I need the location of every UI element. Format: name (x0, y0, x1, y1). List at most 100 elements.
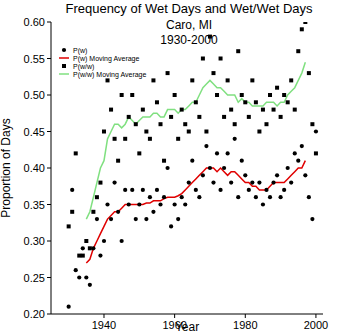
x-tick (245, 314, 246, 318)
data-point (180, 108, 184, 112)
x-axis (51, 314, 323, 315)
legend-label: P(w/w) (73, 63, 94, 71)
data-point (247, 188, 251, 192)
y-tick-label: 0.55 (24, 53, 45, 65)
data-point (187, 181, 191, 185)
data-point (264, 188, 268, 192)
x-tick-label: 1940 (92, 319, 116, 331)
data-point (204, 130, 208, 134)
legend-swatch (59, 57, 69, 59)
data-point (144, 217, 148, 221)
chart: Frequency of Wet Days and Wet/Wet DaysCa… (0, 0, 350, 334)
data-point (155, 100, 159, 104)
data-point (314, 129, 318, 133)
data-point (219, 57, 223, 61)
x-tick-label: 2000 (304, 319, 328, 331)
data-point (109, 108, 113, 112)
data-point (236, 49, 240, 53)
y-tick (47, 95, 51, 96)
data-point (137, 151, 141, 155)
y-tick (47, 241, 51, 242)
data-point (211, 181, 215, 185)
data-point (243, 173, 247, 177)
data-point (194, 188, 198, 192)
data-point (240, 93, 244, 97)
data-point (116, 210, 120, 214)
legend-label: P(w) Moving Average (73, 55, 140, 63)
data-point (261, 108, 265, 112)
data-point (296, 49, 300, 53)
data-point (162, 159, 166, 163)
data-point (254, 100, 258, 104)
data-point (166, 71, 170, 75)
data-point (257, 130, 261, 134)
data-point (88, 283, 92, 287)
y-tick-label: 0.25 (24, 272, 45, 284)
y-tick-label: 0.40 (24, 162, 45, 174)
data-point (254, 195, 258, 199)
data-point (257, 181, 261, 185)
data-point (310, 217, 314, 221)
data-point (112, 181, 116, 185)
data-point (130, 188, 134, 192)
data-point (229, 108, 233, 112)
data-point (109, 217, 113, 221)
data-point (271, 181, 275, 185)
data-point (120, 93, 124, 97)
subtitle: 1930-2000 (160, 33, 218, 47)
data-point (190, 159, 194, 163)
data-point (190, 78, 194, 82)
data-point (286, 166, 290, 170)
data-point (314, 151, 318, 155)
data-point (229, 181, 233, 185)
legend-swatch (62, 64, 66, 68)
data-point (272, 108, 276, 112)
data-point (134, 122, 138, 126)
legend: P(w)P(w) Moving AverageP(w/w)P(w/w) Movi… (59, 47, 147, 79)
data-point (261, 202, 265, 206)
data-point (303, 173, 307, 177)
data-point (67, 224, 71, 228)
data-point (208, 35, 212, 39)
data-point (310, 122, 314, 126)
data-point (197, 115, 201, 119)
data-point (84, 239, 88, 243)
y-tick (47, 22, 51, 23)
y-tick (47, 277, 51, 278)
data-point (303, 22, 307, 24)
data-point (158, 202, 162, 206)
data-point (123, 137, 127, 141)
y-tick (47, 131, 51, 132)
y-tick-label: 0.50 (24, 89, 45, 101)
data-point (84, 275, 88, 279)
data-point (113, 137, 117, 141)
data-point (134, 217, 138, 221)
y-tick (47, 168, 51, 169)
data-point (77, 275, 81, 279)
data-point (293, 151, 297, 155)
y-tick-label: 0.30 (24, 235, 45, 247)
data-point (159, 122, 163, 126)
data-point (95, 195, 99, 199)
data-point (74, 151, 78, 155)
data-point (247, 115, 251, 119)
data-point (201, 173, 205, 177)
data-point (300, 27, 304, 31)
y-tick-label: 0.20 (24, 308, 45, 320)
data-point (208, 166, 212, 170)
y-tick (47, 58, 51, 59)
x-tick (174, 314, 175, 318)
data-point (226, 151, 230, 155)
data-point (165, 166, 169, 170)
data-point (151, 210, 155, 214)
legend-swatch (59, 73, 69, 75)
data-point (141, 188, 145, 192)
data-point (148, 195, 152, 199)
data-point (293, 108, 297, 112)
y-tick-label: 0.45 (24, 126, 45, 138)
x-tick (103, 314, 104, 318)
data-point (236, 195, 240, 199)
data-point (279, 115, 283, 119)
data-point (120, 239, 124, 243)
data-point (279, 195, 283, 199)
